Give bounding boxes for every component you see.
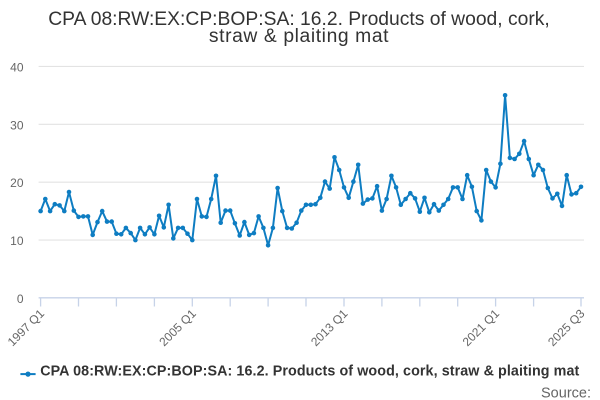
svg-text:20: 20 bbox=[10, 176, 24, 190]
svg-text:2013 Q1: 2013 Q1 bbox=[308, 306, 351, 349]
svg-text:40: 40 bbox=[10, 60, 24, 74]
svg-text:Source:: Source: bbox=[541, 386, 591, 400]
svg-text:CPA 08:RW:EX:CP:BOP:SA: 16.2.: CPA 08:RW:EX:CP:BOP:SA: 16.2. Products o… bbox=[40, 364, 579, 380]
svg-text:0: 0 bbox=[17, 292, 24, 306]
svg-text:2005 Q1: 2005 Q1 bbox=[156, 306, 199, 349]
svg-text:CPA 08:RW:EX:CP:BOP:SA: 16.2.: CPA 08:RW:EX:CP:BOP:SA: 16.2. Products o… bbox=[48, 9, 550, 30]
svg-text:10: 10 bbox=[10, 234, 24, 248]
svg-text:straw & plaiting mat: straw & plaiting mat bbox=[209, 26, 389, 47]
svg-text:1997 Q1: 1997 Q1 bbox=[5, 306, 48, 349]
svg-text:2025 Q3: 2025 Q3 bbox=[545, 306, 588, 349]
svg-text:30: 30 bbox=[10, 118, 24, 132]
svg-text:2021 Q1: 2021 Q1 bbox=[460, 306, 503, 349]
